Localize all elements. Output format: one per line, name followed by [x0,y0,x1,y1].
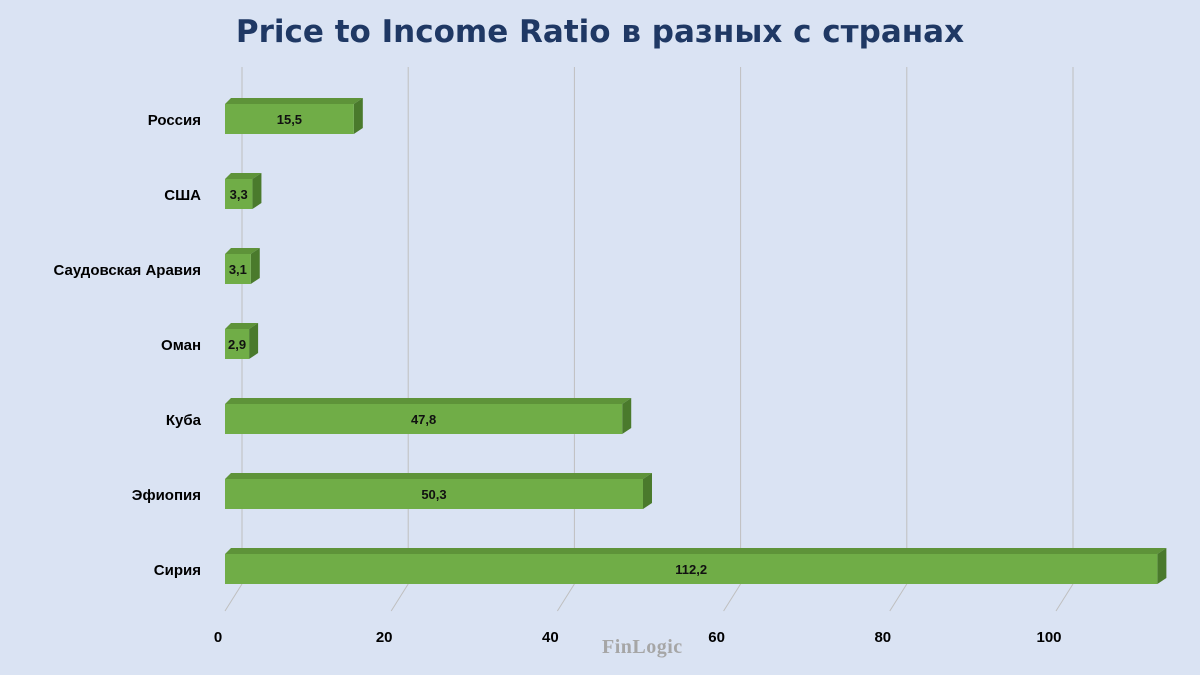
category-label-6: Сирия [154,562,201,579]
bar-6 [225,554,1158,584]
watermark: FinLogic [602,636,683,658]
category-label-2: Саудовская Аравия [53,262,201,279]
floor-line-4 [889,583,908,612]
x-tick-label-2: 40 [542,629,559,646]
bar-2 [225,254,251,284]
x-tick-label-4: 80 [874,629,891,646]
bar-side-3 [249,323,259,359]
x-tick-label-0: 0 [214,629,222,646]
floor-line-5 [1055,583,1074,612]
x-tick-label-5: 100 [1036,629,1061,646]
bar-1 [225,179,253,209]
category-label-1: США [164,187,201,204]
data-label-1: 3,3 [230,187,248,202]
bar-top-4 [225,398,632,404]
floor-line-3 [723,583,742,612]
bar-side-6 [1157,548,1167,584]
bar-side-0 [353,98,363,134]
chart-title: Price to Income Ratio в разных с странах [235,14,965,50]
bar-side-4 [622,398,632,434]
bar-side-2 [250,248,260,284]
category-label-4: Куба [166,412,202,429]
data-label-4: 47,8 [411,412,436,427]
data-label-6: 112,2 [675,562,707,577]
bar-side-1 [252,173,262,209]
bar-top-6 [225,548,1167,554]
bar-5 [225,479,643,509]
data-label-5: 50,3 [421,487,446,502]
category-label-0: Россия [148,112,201,129]
bar-side-5 [642,473,652,509]
bar-top-0 [225,98,363,104]
bar-0 [225,104,354,134]
bar-3 [225,329,250,359]
floor-line-2 [556,583,575,612]
x-tick-label-1: 20 [376,629,393,646]
bar-top-1 [225,173,262,179]
bar-top-2 [225,248,260,254]
data-label-3: 2,9 [228,337,246,352]
floor-line-0 [224,583,243,612]
data-label-0: 15,5 [277,112,302,127]
category-label-3: Оман [161,337,201,354]
category-label-5: Эфиопия [132,487,201,504]
bar-top-5 [225,473,652,479]
floor-line-1 [390,583,409,612]
bar-top-3 [225,323,259,329]
bar-4 [225,404,623,434]
data-label-2: 3,1 [229,262,247,277]
x-tick-label-3: 60 [708,629,725,646]
